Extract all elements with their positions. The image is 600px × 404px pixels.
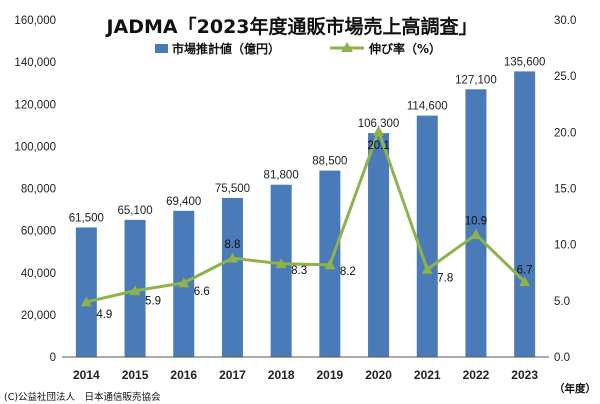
line-path xyxy=(86,129,526,304)
y-right-tick-label: 5.0 xyxy=(554,296,570,308)
y-left-tick-label: 80,000 xyxy=(21,184,56,196)
x-tick-label: 2019 xyxy=(316,368,343,382)
line-point xyxy=(421,263,433,274)
line-point xyxy=(226,252,238,263)
line-data-label: 6.7 xyxy=(517,265,533,277)
legend-swatch-bar xyxy=(155,44,168,53)
line-point xyxy=(80,296,92,307)
line-data-label: 7.8 xyxy=(437,272,453,284)
y-left-tick-label: 100,000 xyxy=(14,141,56,153)
x-tick-label: 2014 xyxy=(73,368,100,382)
y-left-tick-label: 140,000 xyxy=(14,57,56,69)
y-right-tick-label: 30.0 xyxy=(554,15,576,27)
bar-data-label: 114,600 xyxy=(407,101,448,113)
x-tick-label: 2023 xyxy=(511,368,538,382)
y-right-tick-label: 15.0 xyxy=(554,184,576,196)
y-left-tick-label: 0 xyxy=(50,352,56,364)
line-point xyxy=(470,229,482,239)
line-point xyxy=(129,285,141,296)
y-right-axis: 0.0 5.0 10.0 15.0 20.0 25.0 30.0 xyxy=(554,15,576,364)
y-right-tick-label: 10.0 xyxy=(554,240,576,252)
x-tick-label: 2015 xyxy=(122,368,149,382)
x-tick-label: 2021 xyxy=(414,368,441,382)
y-left-tick-label: 120,000 xyxy=(14,99,56,111)
x-tick-label: 2016 xyxy=(170,368,197,382)
line-point xyxy=(324,259,336,270)
line-data-label: 6.6 xyxy=(194,286,210,298)
bar xyxy=(514,71,536,357)
line-data-label: 10.9 xyxy=(465,216,487,228)
y-right-tick-label: 20.0 xyxy=(554,127,576,139)
legend: 市場推計値（億円） 伸び率（%） xyxy=(155,41,441,56)
copyright-footer: (C)公益社団法人 日本通信販売協会 xyxy=(4,391,161,403)
y-left-tick-label: 60,000 xyxy=(21,226,56,238)
legend-label-bar: 市場推計値（億円） xyxy=(172,41,280,56)
line-data-label: 8.8 xyxy=(224,239,240,251)
bar xyxy=(368,133,390,357)
line-data-label: 4.9 xyxy=(96,309,112,321)
bar xyxy=(221,197,243,357)
y-left-tick-label: 160,000 xyxy=(14,15,56,27)
bar-data-label: 75,500 xyxy=(215,183,250,195)
bar-data-label: 106,300 xyxy=(358,118,400,130)
bar-data-label: 65,100 xyxy=(117,205,152,217)
y-right-tick-label: 25.0 xyxy=(554,71,576,83)
bar xyxy=(465,89,487,357)
bar-data-label: 69,400 xyxy=(166,196,201,208)
x-tick-label: 2018 xyxy=(268,368,295,382)
x-axis-unit: （年度） xyxy=(554,382,596,395)
x-tick-label: 2017 xyxy=(219,368,246,382)
bar xyxy=(270,184,292,357)
line-data-label: 8.2 xyxy=(340,266,356,278)
line-point xyxy=(178,277,190,288)
bar-data-labels: 61,500 65,100 69,400 75,500 81,800 88,500 106,… xyxy=(69,56,546,224)
chart-title: JADMA「2023年度通販市場売上高調査」 xyxy=(104,15,477,38)
bar-series xyxy=(75,71,536,357)
y-left-axis: 0 20,000 40,000 60,000 80,000 100,000 120,000 1… xyxy=(14,15,56,364)
line-point xyxy=(275,258,287,269)
line-data-label: 5.9 xyxy=(145,296,161,308)
bar-data-label: 81,800 xyxy=(264,170,299,182)
bar-data-label: 61,500 xyxy=(69,212,104,224)
x-tick-label: 2022 xyxy=(463,368,490,382)
line-data-label: 20.1 xyxy=(367,140,389,152)
legend-swatch-marker xyxy=(341,42,353,52)
bar-data-label: 135,600 xyxy=(504,56,546,68)
line-point xyxy=(519,276,531,287)
x-tick-label: 2020 xyxy=(365,368,392,382)
y-left-tick-label: 20,000 xyxy=(21,310,56,322)
x-axis: 2014 2015 2016 2017 2018 2019 2020 2021 2022 2023 xyxy=(73,368,538,382)
y-left-tick-label: 40,000 xyxy=(21,268,56,280)
bar xyxy=(416,115,438,357)
legend-label-line: 伸び率（%） xyxy=(368,41,441,56)
line-series: 4.9 5.9 6.6 8.8 8.3 8.2 20.1 7.8 10.9 6.7 xyxy=(80,125,533,321)
bar-data-label: 88,500 xyxy=(312,156,347,168)
line-point xyxy=(373,125,385,136)
line-data-label: 8.3 xyxy=(291,265,307,277)
y-right-tick-label: 0.0 xyxy=(554,352,570,364)
bar xyxy=(75,227,97,357)
bar-data-label: 127,100 xyxy=(455,74,497,86)
